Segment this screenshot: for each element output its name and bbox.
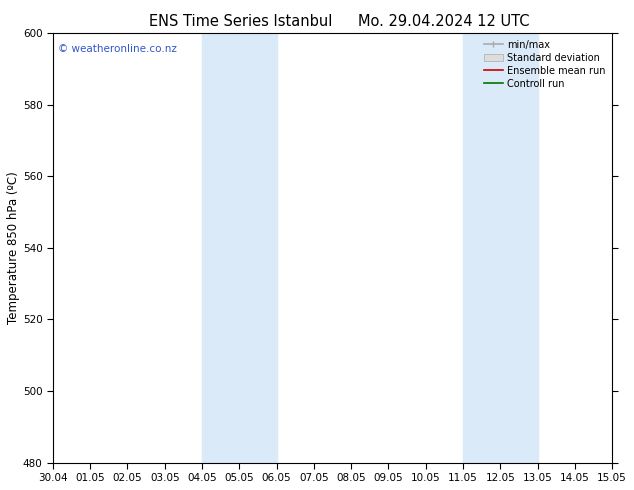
Text: Mo. 29.04.2024 12 UTC: Mo. 29.04.2024 12 UTC	[358, 14, 529, 29]
Bar	[202, 33, 276, 463]
Text: ENS Time Series Istanbul: ENS Time Series Istanbul	[149, 14, 333, 29]
Y-axis label: Temperature 850 hPa (ºC): Temperature 850 hPa (ºC)	[7, 172, 20, 324]
Text: © weatheronline.co.nz: © weatheronline.co.nz	[58, 44, 178, 54]
Legend: min/max, Standard deviation, Ensemble mean run, Controll run: min/max, Standard deviation, Ensemble me…	[482, 38, 607, 91]
Bar	[463, 33, 538, 463]
